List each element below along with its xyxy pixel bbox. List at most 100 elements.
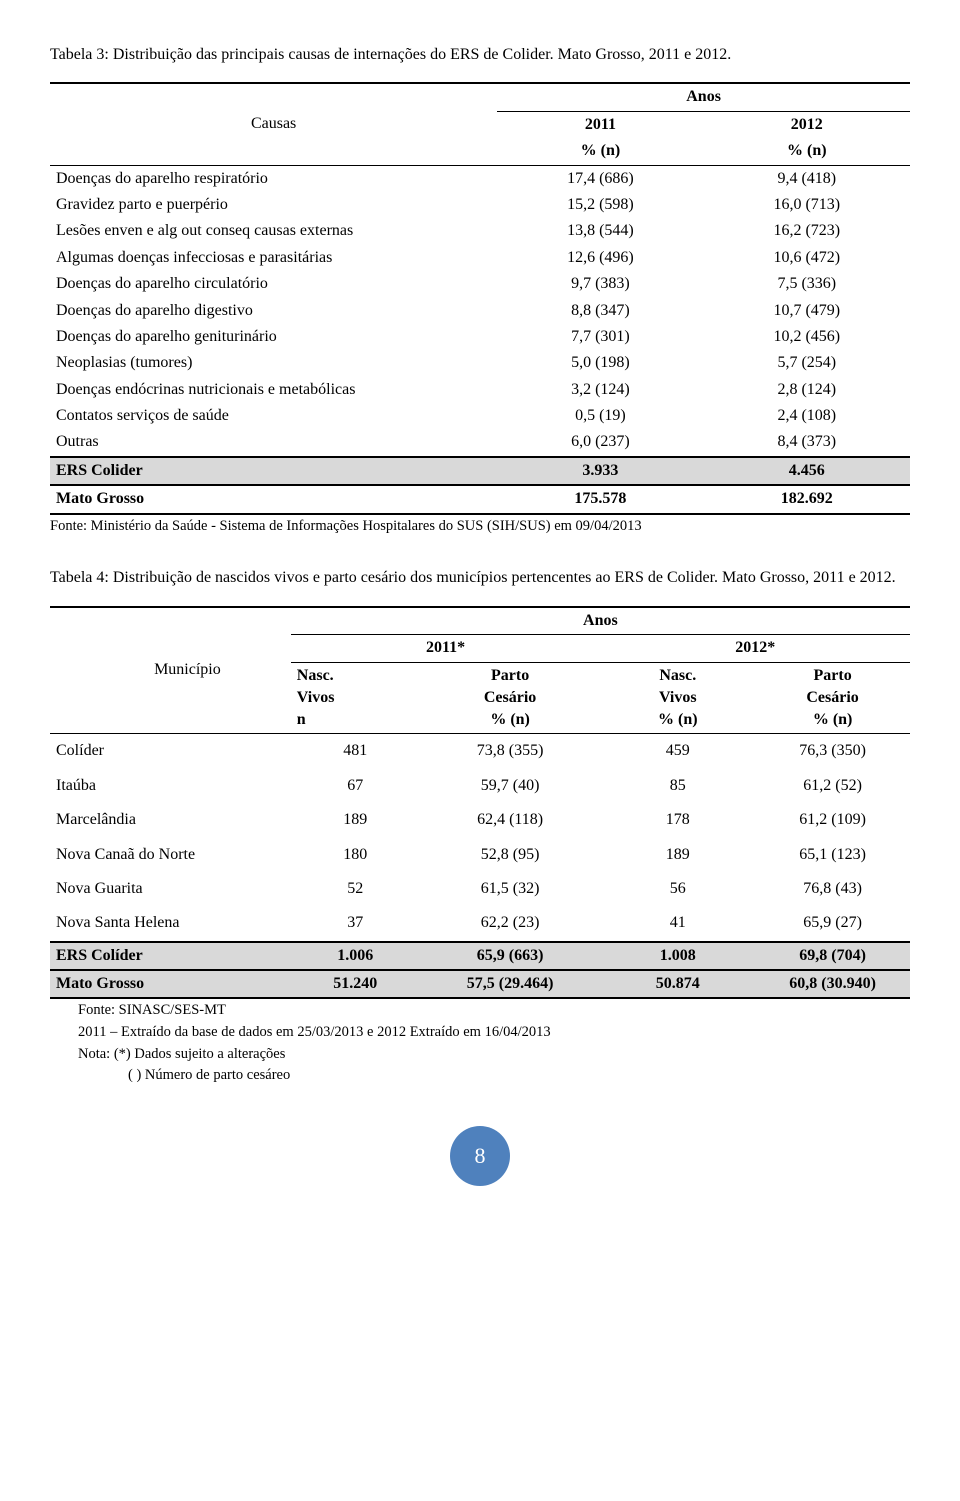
table3-row-v1: 9,7 (383) [497, 271, 703, 297]
table4-row-n1: 180 [291, 838, 420, 872]
table4-row-p1: 62,2 (23) [420, 906, 601, 941]
table4-row-n2: 41 [600, 906, 755, 941]
table3-row-label: Doenças do aparelho respiratório [50, 165, 497, 192]
table4-row-n1: 52 [291, 872, 420, 906]
table4-header-anos: Anos [291, 607, 910, 635]
table4-footnote-l4: ( ) Número de parto cesáreo [50, 1066, 910, 1086]
table4-mt-label: Mato Grosso [50, 970, 291, 998]
table4-row-n2: 189 [600, 838, 755, 872]
table3-row-v2: 10,6 (472) [704, 245, 910, 271]
table4-header-2012: 2012* [600, 635, 910, 662]
table3-row-v2: 10,7 (479) [704, 298, 910, 324]
table3-row-label: Algumas doenças infecciosas e parasitári… [50, 245, 497, 271]
table4-row-p2: 65,1 (123) [755, 838, 910, 872]
table3-row-label: Doenças do aparelho digestivo [50, 298, 497, 324]
table4-row-p2: 61,2 (109) [755, 803, 910, 837]
table4-row-label: Colíder [50, 734, 291, 769]
table4-mt-n1: 51.240 [291, 970, 420, 998]
table4-footnote-l2: 2011 – Extraído da base de dados em 25/0… [50, 1023, 910, 1043]
table3-header-causas: Causas [50, 83, 497, 165]
table4-header-2011: 2011* [291, 635, 601, 662]
table3-row-label: Lesões enven e alg out conseq causas ext… [50, 218, 497, 244]
table4-row-p1: 61,5 (32) [420, 872, 601, 906]
table4: Município Anos 2011* 2012* Nasc. Vivos n… [50, 606, 910, 1000]
table4-ers-p2: 69,8 (704) [755, 942, 910, 970]
table4-mt-p2: 60,8 (30.940) [755, 970, 910, 998]
table3-mt-v2: 182.692 [704, 485, 910, 513]
table3-row-v2: 7,5 (336) [704, 271, 910, 297]
table3-footnote: Fonte: Ministério da Saúde - Sistema de … [50, 517, 910, 536]
table3-row-v1: 5,0 (198) [497, 350, 703, 376]
table3-row-v1: 12,6 (496) [497, 245, 703, 271]
table3-row-v1: 17,4 (686) [497, 165, 703, 192]
table3-row-v1: 15,2 (598) [497, 192, 703, 218]
table4-row-p2: 61,2 (52) [755, 769, 910, 803]
table4-row-label: Nova Santa Helena [50, 906, 291, 941]
table3-caption: Tabela 3: Distribuição das principais ca… [50, 40, 910, 70]
table4-ers-label: ERS Colíder [50, 942, 291, 970]
table3-row-v2: 5,7 (254) [704, 350, 910, 376]
table4-row-n2: 459 [600, 734, 755, 769]
table4-row-label: Marcelândia [50, 803, 291, 837]
table3-ers-label: ERS Colider [50, 457, 497, 485]
table4-header-municipio: Município [50, 607, 291, 734]
table3-row-label: Doenças endócrinas nutricionais e metabó… [50, 377, 497, 403]
table4-row-n1: 481 [291, 734, 420, 769]
table4-row-n2: 85 [600, 769, 755, 803]
table3-header-2011: 2011 [497, 111, 703, 138]
table4-row-n1: 37 [291, 906, 420, 941]
table4-mt-n2: 50.874 [600, 970, 755, 998]
page-number: 8 [450, 1126, 510, 1186]
table3-header-pctn1: % (n) [497, 138, 703, 165]
table3-row-label: Gravidez parto e puerpério [50, 192, 497, 218]
table4-h-parto1: Parto Cesário % (n) [420, 662, 601, 734]
table4-row-n2: 178 [600, 803, 755, 837]
table3-row-v1: 7,7 (301) [497, 324, 703, 350]
table3-mt-label: Mato Grosso [50, 485, 497, 513]
table4-row-p1: 62,4 (118) [420, 803, 601, 837]
table4-row-p1: 59,7 (40) [420, 769, 601, 803]
table3-row-label: Doenças do aparelho geniturinário [50, 324, 497, 350]
table4-footnote-l3: Nota: (*) Dados sujeito a alterações [50, 1045, 910, 1065]
table4-row-p2: 76,8 (43) [755, 872, 910, 906]
table4-row-n1: 67 [291, 769, 420, 803]
table3-row-v2: 16,0 (713) [704, 192, 910, 218]
table3-row-v2: 16,2 (723) [704, 218, 910, 244]
table4-caption: Tabela 4: Distribuição de nascidos vivos… [50, 563, 910, 593]
table3-ers-v2: 4.456 [704, 457, 910, 485]
table4-row-p2: 65,9 (27) [755, 906, 910, 941]
table3-row-v2: 2,4 (108) [704, 403, 910, 429]
table4-row-p1: 52,8 (95) [420, 838, 601, 872]
table4-ers-n1: 1.006 [291, 942, 420, 970]
table3-row-v1: 3,2 (124) [497, 377, 703, 403]
table4-footnote-l1: Fonte: SINASC/SES-MT [50, 1001, 910, 1021]
table4-row-label: Itaúba [50, 769, 291, 803]
table3-ers-v1: 3.933 [497, 457, 703, 485]
table3-row-v2: 8,4 (373) [704, 429, 910, 456]
table4-h-nasc1: Nasc. Vivos n [291, 662, 420, 734]
table4-row-p1: 73,8 (355) [420, 734, 601, 769]
table3: Causas Anos 2011 2012 % (n) % (n) Doença… [50, 82, 910, 514]
table3-row-label: Outras [50, 429, 497, 456]
table4-row-label: Nova Canaã do Norte [50, 838, 291, 872]
table4-mt-p1: 57,5 (29.464) [420, 970, 601, 998]
table3-row-label: Contatos serviços de saúde [50, 403, 497, 429]
table3-header-2012: 2012 [704, 111, 910, 138]
table4-h-nasc2: Nasc. Vivos % (n) [600, 662, 755, 734]
table4-row-p2: 76,3 (350) [755, 734, 910, 769]
table4-h-parto2: Parto Cesário % (n) [755, 662, 910, 734]
table3-row-v2: 2,8 (124) [704, 377, 910, 403]
table4-row-n1: 189 [291, 803, 420, 837]
table3-row-v2: 10,2 (456) [704, 324, 910, 350]
table4-row-label: Nova Guarita [50, 872, 291, 906]
table3-row-v2: 9,4 (418) [704, 165, 910, 192]
table3-header-pctn2: % (n) [704, 138, 910, 165]
table3-row-label: Neoplasias (tumores) [50, 350, 497, 376]
table4-ers-p1: 65,9 (663) [420, 942, 601, 970]
table3-row-v1: 6,0 (237) [497, 429, 703, 456]
table3-mt-v1: 175.578 [497, 485, 703, 513]
table3-row-v1: 8,8 (347) [497, 298, 703, 324]
table4-ers-n2: 1.008 [600, 942, 755, 970]
table3-row-v1: 0,5 (19) [497, 403, 703, 429]
table3-row-v1: 13,8 (544) [497, 218, 703, 244]
